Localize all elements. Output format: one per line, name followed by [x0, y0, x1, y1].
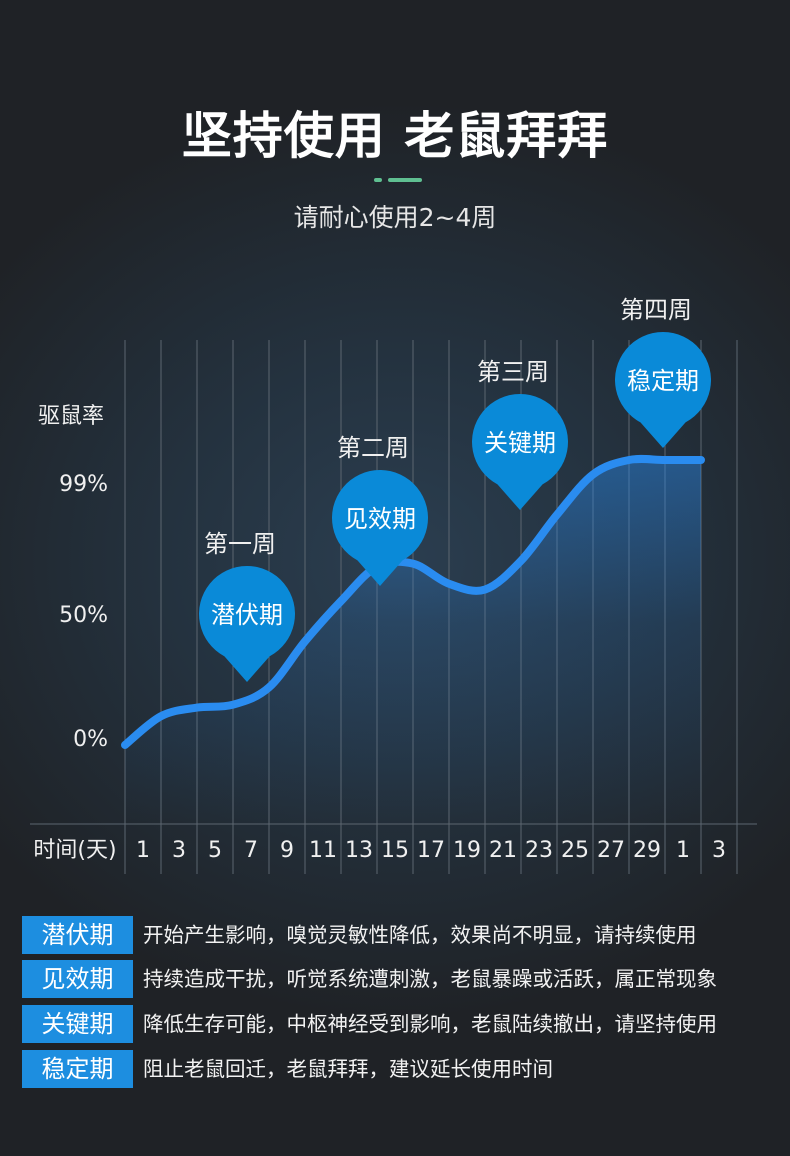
x-tick-label: 3 — [172, 838, 186, 863]
divider-bar — [388, 178, 422, 182]
data-point — [268, 686, 270, 688]
data-point — [304, 640, 306, 642]
series-area — [125, 458, 701, 824]
y-tick-99: 99% — [59, 472, 108, 497]
week-label: 第三周 — [477, 358, 549, 386]
legend-tag: 稳定期 — [22, 1050, 133, 1088]
x-tick-label: 17 — [417, 838, 445, 863]
x-tick-label: 23 — [525, 838, 553, 863]
x-tick-label: 27 — [597, 838, 625, 863]
data-point — [448, 583, 450, 585]
data-point — [664, 459, 666, 461]
x-tick-label: 25 — [561, 838, 589, 863]
pin-marker — [614, 331, 711, 448]
x-tick-label: 19 — [453, 838, 481, 863]
data-point — [196, 707, 198, 709]
legend-description: 持续造成干扰，听觉系统遭刺激，老鼠暴躁或活跃，属正常现象 — [143, 967, 717, 991]
data-point — [124, 744, 126, 746]
data-point — [160, 715, 162, 717]
x-tick-label: 29 — [633, 838, 661, 863]
pin-label: 见效期 — [344, 505, 416, 533]
pin-marker — [198, 565, 296, 682]
annotation-pin: 关键期 第三周 — [472, 358, 569, 510]
data-point — [628, 459, 630, 461]
x-tick-label: 1 — [136, 838, 150, 863]
data-point — [484, 589, 486, 591]
legend-tag: 潜伏期 — [22, 916, 133, 954]
y-tick-0: 0% — [73, 727, 108, 752]
pin-marker — [472, 394, 569, 510]
data-point — [520, 560, 522, 562]
x-tick-label: 11 — [309, 838, 337, 863]
data-point — [700, 459, 702, 461]
x-tick-label: 5 — [208, 838, 222, 863]
data-point — [412, 563, 414, 565]
pin-label: 稳定期 — [627, 367, 699, 395]
x-tick-label: 13 — [345, 838, 373, 863]
pin-marker — [332, 469, 428, 586]
annotation-pin: 见效期 第二周 — [332, 434, 428, 586]
data-point — [232, 704, 234, 706]
x-tick-label: 3 — [712, 838, 726, 863]
week-label: 第四周 — [620, 296, 692, 324]
legend-tag: 见效期 — [22, 960, 133, 998]
divider-dot — [374, 178, 382, 182]
legend-description: 阻止老鼠回迁，老鼠拜拜，建议延长使用时间 — [143, 1057, 553, 1081]
y-tick-50: 50% — [59, 603, 108, 628]
week-label: 第二周 — [337, 434, 409, 462]
x-tick-label: 9 — [280, 838, 294, 863]
data-point — [340, 600, 342, 602]
x-axis-label: 时间(天) — [33, 838, 116, 863]
page-title: 坚持使用 老鼠拜拜 — [181, 107, 609, 165]
x-tick-label: 1 — [676, 838, 690, 863]
data-point — [556, 514, 558, 516]
page-subtitle: 请耐心使用2~4周 — [293, 203, 497, 232]
week-label: 第一周 — [204, 530, 276, 558]
x-tick-label: 21 — [489, 838, 517, 863]
legend-tag: 关键期 — [22, 1005, 133, 1043]
legend-description: 降低生存可能，中枢神经受到影响，老鼠陆续撤出，请坚持使用 — [143, 1012, 717, 1036]
x-tick-label: 7 — [244, 838, 258, 863]
x-tick-label: 15 — [381, 838, 409, 863]
y-axis-label: 驱鼠率 — [38, 404, 105, 429]
annotation-pin: 潜伏期 第一周 — [198, 530, 296, 682]
data-point — [592, 473, 594, 475]
annotation-pin: 稳定期 第四周 — [614, 296, 711, 448]
pin-label: 潜伏期 — [211, 601, 283, 629]
legend-description: 开始产生影响，嗅觉灵敏性降低，效果尚不明显，请持续使用 — [143, 923, 697, 947]
pin-label: 关键期 — [484, 429, 556, 457]
